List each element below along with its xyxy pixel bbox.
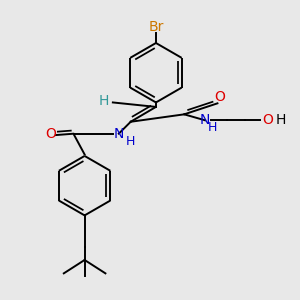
Text: N: N	[114, 127, 124, 141]
Text: O: O	[214, 89, 225, 103]
Text: H: H	[126, 135, 135, 148]
Text: H: H	[208, 121, 217, 134]
Text: O: O	[45, 127, 56, 141]
Text: N: N	[200, 113, 210, 127]
Text: O: O	[262, 113, 273, 127]
Text: H: H	[99, 94, 109, 108]
Text: Br: Br	[148, 20, 164, 34]
Text: H: H	[276, 113, 286, 127]
